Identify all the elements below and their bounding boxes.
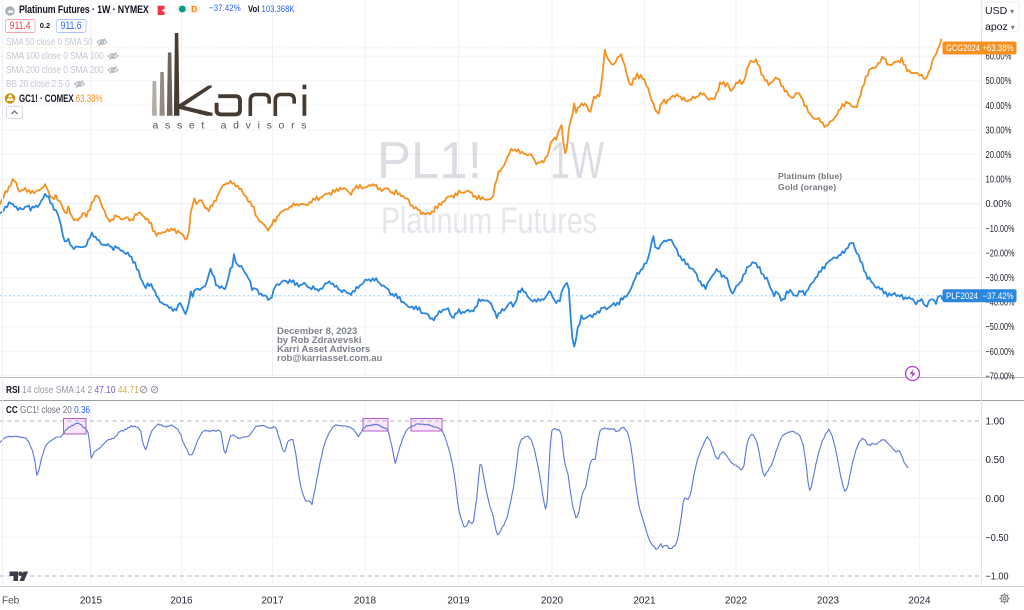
svg-text:2015: 2015 (80, 596, 103, 607)
svg-text:2020: 2020 (541, 596, 564, 607)
svg-text:2023: 2023 (817, 596, 840, 607)
svg-text:−30.00%: −30.00% (986, 273, 1015, 284)
svg-text:Platinum Futures: Platinum Futures (381, 200, 597, 241)
svg-text:2019: 2019 (447, 596, 470, 607)
svg-text:2024: 2024 (908, 596, 931, 607)
svg-text:1W: 1W (550, 132, 604, 190)
svg-text:2021: 2021 (633, 596, 656, 607)
svg-text:40.00%: 40.00% (986, 101, 1012, 112)
svg-text:−10.00%: −10.00% (986, 224, 1015, 235)
svg-text:1.00: 1.00 (986, 417, 1005, 428)
svg-text:−1.00: −1.00 (986, 572, 1009, 583)
svg-text:+63.38%: +63.38% (983, 43, 1014, 53)
svg-text:−20.00%: −20.00% (986, 248, 1015, 259)
svg-text:50.00%: 50.00% (986, 76, 1012, 87)
svg-text:−37.42%: −37.42% (983, 291, 1014, 301)
svg-text:20.00%: 20.00% (986, 150, 1012, 161)
svg-text:−60.00%: −60.00% (986, 347, 1015, 358)
svg-text:−0.50: −0.50 (986, 533, 1009, 544)
svg-text:−50.00%: −50.00% (986, 322, 1015, 333)
svg-text:0.00%: 0.00% (986, 199, 1012, 210)
svg-text:30.00%: 30.00% (986, 125, 1012, 136)
svg-text:PL1!: PL1! (377, 132, 482, 190)
svg-text:Feb: Feb (2, 596, 20, 607)
svg-text:−40.00%: −40.00% (986, 298, 1015, 309)
svg-text:2016: 2016 (170, 596, 193, 607)
svg-text:D: D (191, 4, 197, 14)
svg-text:−70.00%: −70.00% (986, 371, 1015, 382)
svg-text:2018: 2018 (354, 596, 377, 607)
svg-text:2022: 2022 (725, 596, 748, 607)
svg-text:60.00%: 60.00% (986, 52, 1012, 63)
svg-text:0.50: 0.50 (986, 455, 1005, 466)
svg-text:GCG2024: GCG2024 (946, 43, 980, 53)
svg-text:0.00: 0.00 (986, 494, 1005, 505)
svg-text:10.00%: 10.00% (986, 175, 1012, 186)
svg-text:2017: 2017 (261, 596, 284, 607)
svg-text:PLF2024: PLF2024 (946, 291, 978, 301)
